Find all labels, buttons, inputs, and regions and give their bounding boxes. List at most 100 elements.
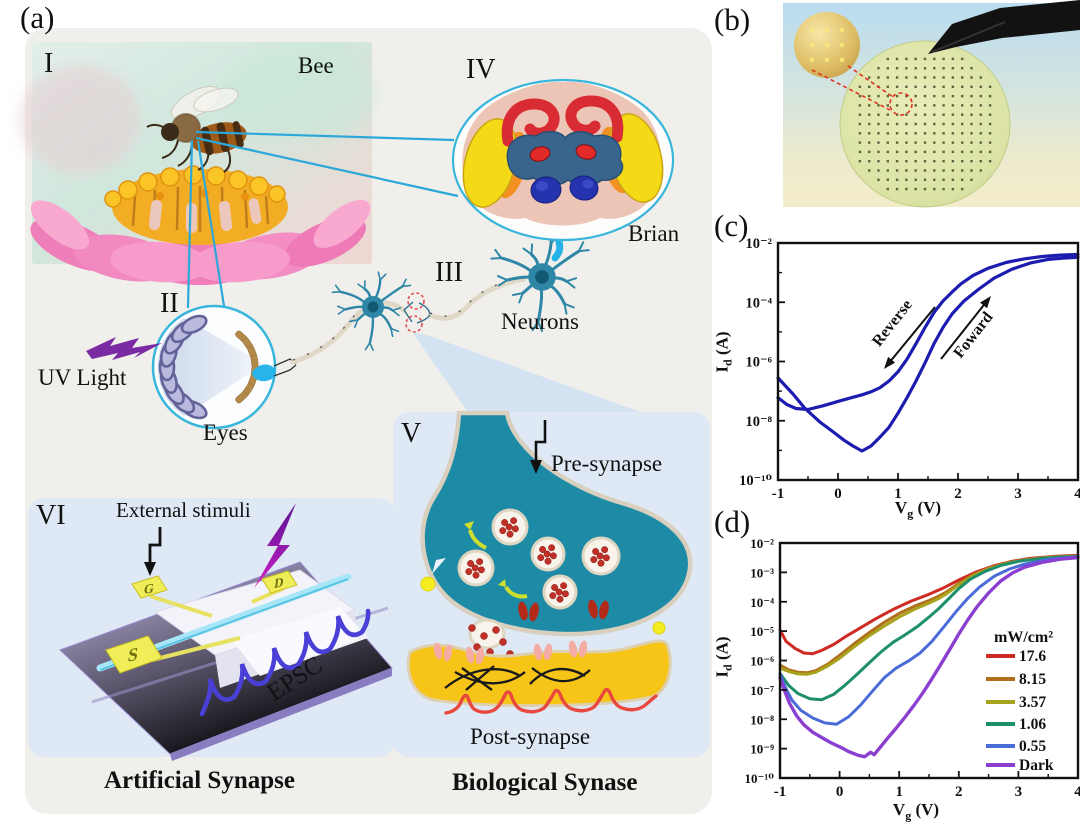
- gate-electrode-pad: [131, 575, 168, 599]
- device-array-dots: [858, 57, 992, 191]
- panel-label-d: (d): [714, 504, 751, 539]
- label-roman-ii: II: [160, 288, 179, 319]
- axes-frame: [776, 241, 1080, 482]
- legend-label-3.57: 3.57: [1019, 694, 1046, 711]
- compound-eye-inset: [151, 304, 297, 430]
- chart-d-x-axis-label: Vg (V): [892, 800, 940, 823]
- label-external-stimuli: External stimuli: [116, 498, 251, 522]
- drain-electrode-pad: [261, 570, 298, 594]
- flower-petals: [30, 199, 371, 285]
- legend: mW/cm² 17.6 8.15 3.57 1.06 0.55 Dark: [986, 629, 1054, 774]
- svg-text:0: 0: [836, 784, 844, 800]
- signal-dot: [652, 621, 666, 635]
- svg-text:10⁻⁹: 10⁻⁹: [750, 742, 774, 757]
- svg-text:10⁻¹⁰: 10⁻¹⁰: [739, 473, 772, 489]
- label-bee: Bee: [298, 53, 334, 78]
- presynapse-pulse-arrow: [534, 420, 547, 462]
- neuron-cell: [490, 232, 590, 332]
- synapse-highlight-circles: [405, 292, 425, 333]
- wafer-photo: [783, 0, 1080, 208]
- external-stimuli-arrow: [148, 527, 162, 564]
- label-neurons: Neurons: [501, 309, 579, 334]
- label-post-synapse: Post-synapse: [470, 724, 591, 749]
- label-roman-iv: IV: [466, 54, 496, 85]
- ommatidia-lenses: [158, 314, 208, 420]
- label-roman-vi: VI: [36, 500, 66, 531]
- svg-text:10⁻⁸: 10⁻⁸: [745, 414, 772, 430]
- svg-text:10⁻⁶: 10⁻⁶: [750, 654, 774, 669]
- epsc-waveform: [199, 608, 371, 717]
- label-eyes: Eyes: [203, 420, 248, 445]
- label-uv-light: UV Light: [38, 365, 127, 390]
- caption-artificial-synapse: Artificial Synapse: [104, 767, 295, 794]
- series-Forward sweep: [776, 255, 1080, 453]
- panel-label-c: (c): [714, 208, 749, 243]
- chart-d-y-axis-label: Id (A): [712, 636, 735, 678]
- label-pre-synapse: Pre-synapse: [551, 451, 663, 476]
- vesicles: [457, 508, 621, 610]
- retina-segments: [235, 330, 259, 404]
- svg-text:0: 0: [834, 486, 842, 502]
- legend-label-17.6: 17.6: [1019, 648, 1046, 665]
- svg-text:3: 3: [1015, 784, 1023, 800]
- brain-inset: [451, 78, 675, 242]
- sweep-arrow: [884, 356, 896, 369]
- panel-label-b: (b): [714, 2, 751, 37]
- plot-area: -1 0 1 2 3 4 10⁻² 10⁻³ 10⁻⁴ 10⁻⁵ 10⁻⁶ 10⁻⁷ 10⁻⁸ 10⁻⁹ 1…: [745, 536, 1080, 800]
- panel-label-a: (a): [20, 0, 55, 35]
- zoom-connector-lines: [186, 130, 459, 309]
- svg-text:10⁻⁷: 10⁻⁷: [750, 683, 774, 698]
- series-1.06: [778, 554, 1080, 702]
- svg-text:10⁻⁵: 10⁻⁵: [750, 624, 774, 639]
- svg-text:10⁻⁴: 10⁻⁴: [745, 295, 772, 311]
- legend-label-Dark: Dark: [1019, 757, 1054, 774]
- series-Reverse sweep: [776, 252, 1080, 412]
- label-roman-i: I: [44, 48, 54, 79]
- svg-text:10⁻⁶: 10⁻⁶: [745, 355, 772, 371]
- legend-label-1.06: 1.06: [1019, 716, 1046, 733]
- neuron-cell: [331, 271, 412, 351]
- inset-device-dots: [809, 27, 845, 63]
- signal-dot: [420, 576, 436, 592]
- series-0.55: [778, 555, 1080, 726]
- zoom-cone: [412, 332, 640, 412]
- svg-text:1: 1: [895, 784, 903, 800]
- svg-text:10⁻²: 10⁻²: [745, 236, 772, 252]
- chart-c-y-axis-label: Id (A): [712, 331, 735, 373]
- legend-label-0.55: 0.55: [1019, 738, 1046, 755]
- svg-text:10⁻⁴: 10⁻⁴: [750, 595, 774, 610]
- svg-text:2: 2: [955, 784, 963, 800]
- presynaptic-receptors: [518, 599, 609, 622]
- synapse-fork: [403, 301, 431, 324]
- brain-inset-outline: [451, 78, 675, 242]
- artificial-synapse-device: [59, 503, 393, 761]
- label-roman-v: V: [401, 418, 422, 449]
- vesicle-arrows: [468, 529, 528, 599]
- svg-text:-1: -1: [774, 784, 787, 800]
- exocytosis-arrow: [432, 558, 446, 574]
- svg-text:10⁻³: 10⁻³: [750, 565, 774, 580]
- photoresponse-chart: -1 0 1 2 3 4 10⁻² 10⁻³ 10⁻⁴ 10⁻⁵ 10⁻⁶ 10⁻⁷ 10⁻⁸ 10⁻⁹ 1…: [745, 536, 1080, 800]
- biological-synapse: [406, 410, 693, 715]
- axon-chain: [290, 198, 590, 365]
- sweep-arrow: [980, 296, 991, 309]
- svg-text:1: 1: [894, 486, 902, 502]
- svg-text:3: 3: [1014, 486, 1022, 502]
- bee-illustration: [146, 85, 247, 173]
- stimulus-lightning-bolt: [254, 503, 296, 588]
- caption-biological-synapse: Biological Synase: [452, 769, 638, 796]
- svg-text:10⁻²: 10⁻²: [750, 536, 774, 551]
- flower-center: [104, 165, 288, 245]
- legend-title: mW/cm²: [994, 629, 1053, 646]
- label-brain: Brian: [628, 221, 680, 246]
- chart-c-x-axis-label: Vg (V): [894, 498, 942, 521]
- svg-text:2: 2: [954, 486, 962, 502]
- uv-lightning-bolt: [86, 337, 162, 360]
- optic-signal-blob: [252, 364, 276, 382]
- dendrite-hatches: [444, 665, 591, 691]
- bee-photo: [20, 42, 375, 285]
- svg-text:10⁻¹⁰: 10⁻¹⁰: [745, 771, 775, 786]
